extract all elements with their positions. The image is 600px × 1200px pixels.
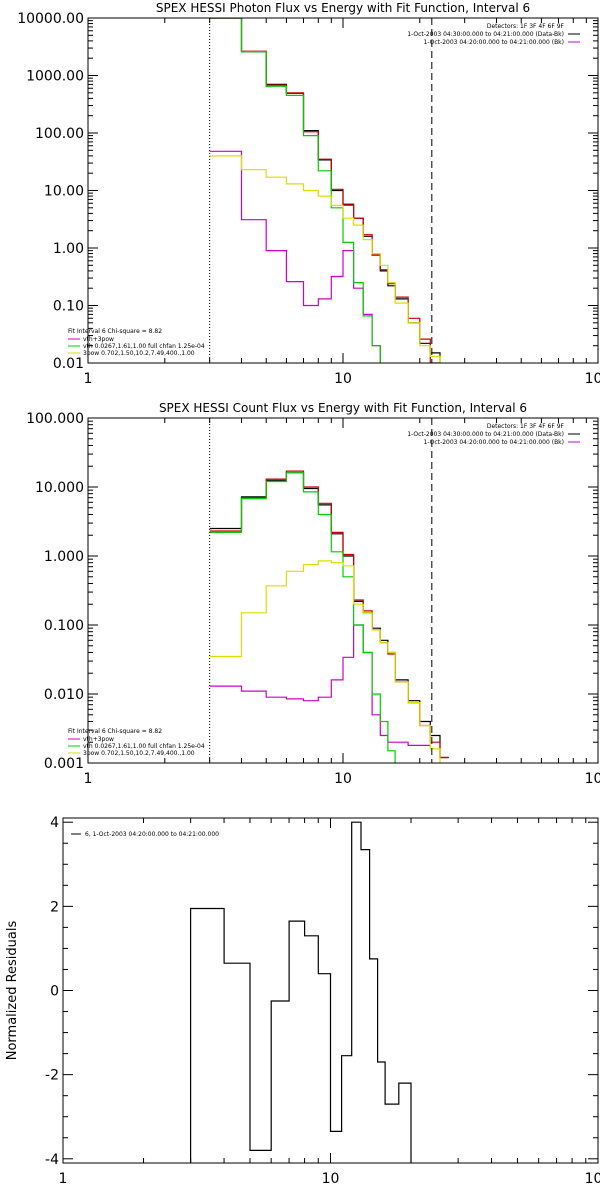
x-tick-label: 100: [585, 1171, 600, 1187]
plot-area: [209, 470, 449, 763]
x-axis: 1 10 100: [84, 18, 600, 387]
legend-item: 3pow 0.702,1.50,10.2,7.49,400.,1.00: [83, 750, 195, 757]
x-tick-label: 1: [59, 1171, 68, 1187]
legend-item: vth 0.0267,1.61,1.00 full chfan 1.25e-04: [83, 343, 205, 350]
legend-item: vth+3pow: [83, 336, 114, 343]
y-tick-label: 100.00: [35, 126, 84, 142]
y-tick-label: 100.000: [26, 411, 84, 427]
x-tick-label: 10: [322, 1171, 340, 1187]
series-2-line: [209, 18, 441, 363]
series-4-line: [209, 18, 381, 363]
y-axis-label: Normalized Residuals: [5, 921, 20, 1061]
y-tick-label: 4: [50, 815, 59, 831]
x-axis: 1 10 100: [84, 418, 600, 787]
y-tick-label: 1000.00: [26, 69, 84, 85]
x-tick-label: 100: [585, 771, 600, 787]
y-tick-label: 0.010: [44, 687, 84, 703]
plot-area: [190, 821, 412, 1163]
y-tick-label: 2: [50, 899, 59, 915]
y-tick-label: 10000.00: [17, 11, 84, 27]
series-1-line: [209, 472, 449, 759]
y-tick-label: 1.000: [44, 549, 84, 565]
header-line-1: Detectors: 1F 3F 4F 6F 9F: [487, 23, 565, 30]
plot-area: [209, 18, 441, 363]
x-tick-label: 10: [334, 371, 352, 387]
x-axis: 1 10 100: [59, 818, 600, 1187]
y-tick-label: 0.10: [53, 299, 84, 315]
y-tick-label: 0: [50, 984, 59, 1000]
y-tick-label: -4: [45, 1152, 59, 1168]
x-tick-label: 10: [334, 771, 352, 787]
y-tick-label: 1.00: [53, 241, 84, 257]
series-5-line: [209, 155, 441, 363]
series-1-line: [209, 18, 441, 363]
legend-title: Fit Interval 6 Chi-square = 8.82: [68, 328, 162, 335]
y-tick-label: 0.01: [53, 356, 84, 372]
header-line-2: 1-Oct-2003 04:30:00.000 to 04:21:00.000 …: [407, 431, 564, 438]
header-line-3: 1-Oct-2003 04:20:00.000 to 04:21:00.000 …: [424, 439, 565, 446]
series-5-line: [209, 560, 441, 763]
header-line-1: Detectors: 1F 3F 4F 6F 9F: [487, 423, 565, 430]
series-3-line: [209, 624, 431, 746]
y-axis: 0.001 0.010 0.100 1.000 10.000 100.000: [26, 411, 598, 772]
x-tick-label: 1: [84, 771, 93, 787]
y-tick-label: -2: [45, 1068, 59, 1084]
series-4-line: [209, 472, 396, 763]
plot-frame: [62, 817, 599, 1164]
legend-item: 3pow 0.702,1.50,10.2,7.49,400.,1.00: [83, 350, 195, 357]
y-tick-label: 10.000: [35, 480, 84, 496]
plot-frame: [87, 17, 599, 364]
legend-item: 6, 1-Oct-2003 04:20:00.000 to 04:21:00.0…: [85, 831, 219, 838]
chart-title: SPEX HESSI Photon Flux vs Energy with Fi…: [156, 1, 530, 15]
series-1-line: [190, 821, 412, 1163]
legend-title: Fit Interval 6 Chi-square = 8.82: [68, 728, 162, 735]
chart-title: SPEX HESSI Count Flux vs Energy with Fit…: [159, 401, 527, 415]
header-line-3: 1-Oct-2003 04:20:00.000 to 04:21:00.000 …: [424, 39, 565, 46]
chart-panel-3: 1 10 100 -4 -2 0 2 4 Normalized Residuals 6, 1-Oc…: [5, 815, 600, 1187]
chart-panel-1: SPEX HESSI Photon Flux vs Energy with Fi…: [17, 1, 600, 387]
y-axis: 0.01 0.10 1.00 10.00 100.00 1000.00 10000.00: [17, 11, 598, 372]
legend-item: vth+3pow: [83, 736, 114, 743]
legend-item: vth 0.0267,1.61,1.00 full chfan 1.25e-04: [83, 743, 205, 750]
y-tick-label: 0.001: [44, 756, 84, 772]
y-tick-label: 10.00: [44, 184, 84, 200]
header-line-2: 1-Oct-2003 04:30:00.000 to 04:21:00.000 …: [407, 31, 564, 38]
chart-panel-2: SPEX HESSI Count Flux vs Energy with Fit…: [26, 401, 600, 787]
y-axis: -4 -2 0 2 4: [45, 815, 598, 1168]
x-tick-label: 100: [585, 371, 600, 387]
x-tick-label: 1: [84, 371, 93, 387]
y-tick-label: 0.100: [44, 618, 84, 634]
plot-frame: [87, 417, 599, 764]
